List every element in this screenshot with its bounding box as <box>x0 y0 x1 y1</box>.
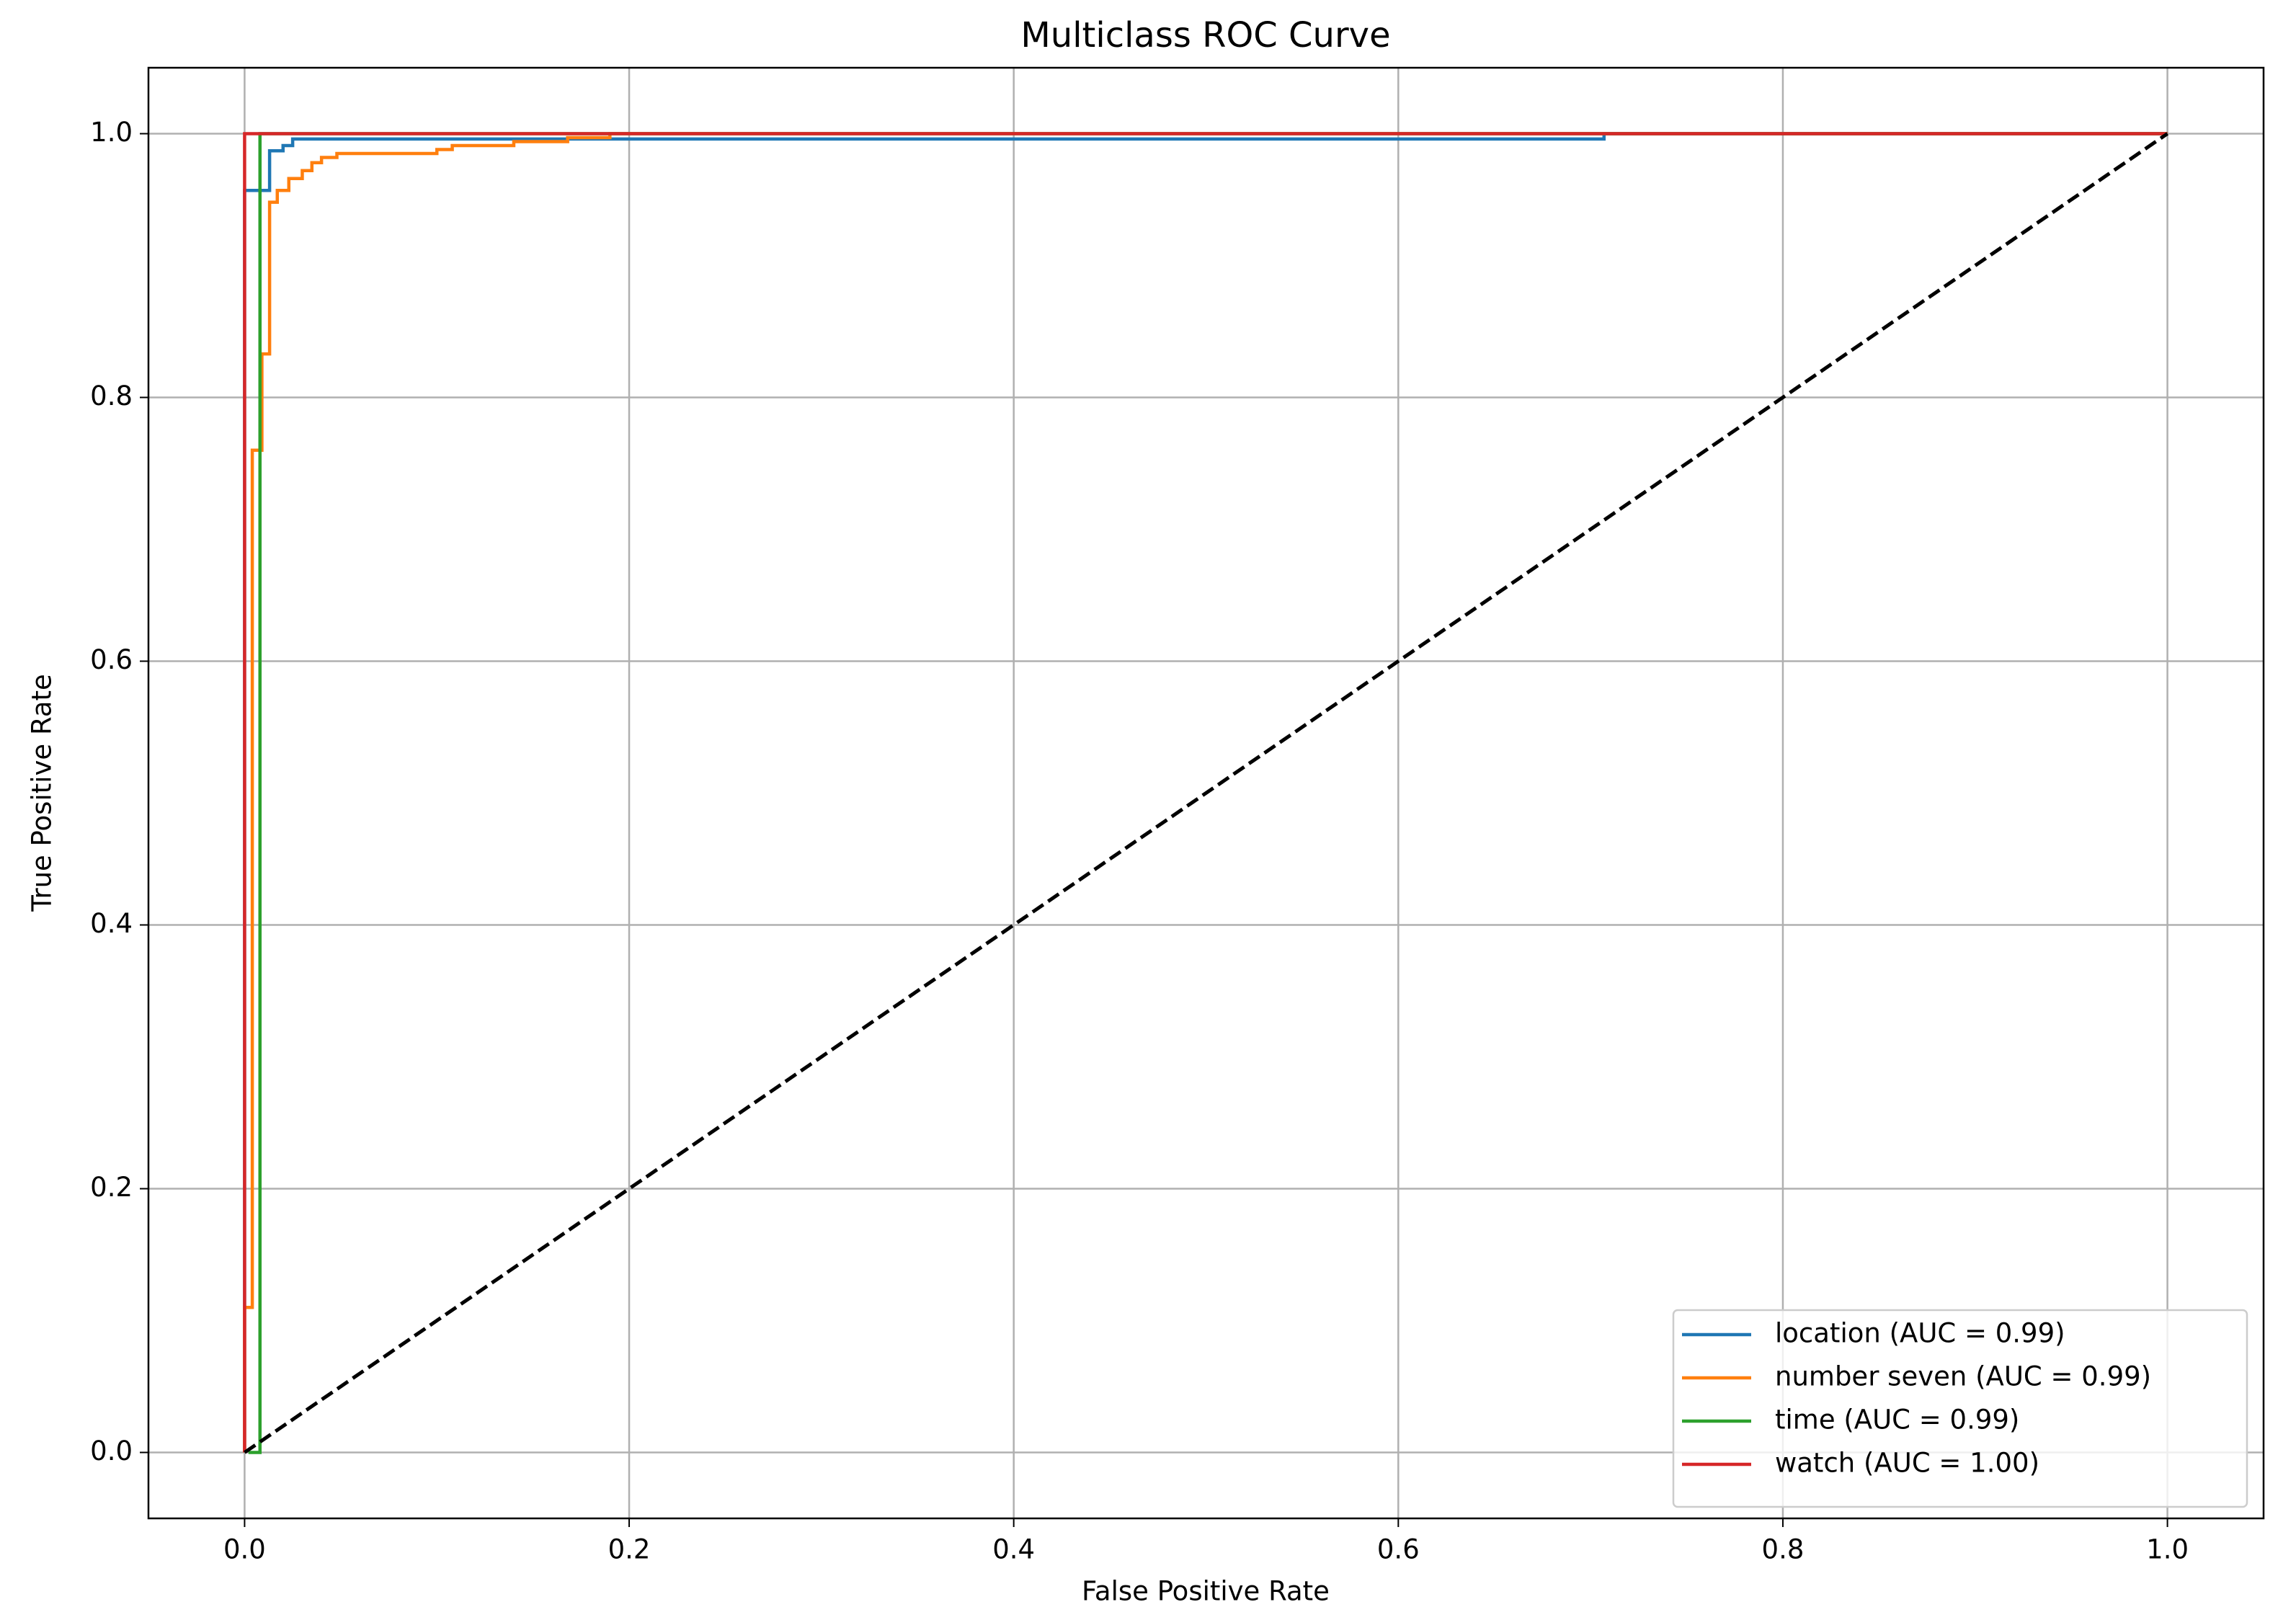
y-axis-label: True Positive Rate <box>27 674 58 912</box>
y-tick-label: 0.8 <box>90 380 133 411</box>
x-tick-label: 0.8 <box>1762 1534 1805 1565</box>
y-tick-label: 0.6 <box>90 644 133 675</box>
y-tick-label: 0.4 <box>90 908 133 939</box>
legend-label: number seven (AUC = 0.99) <box>1775 1361 2151 1392</box>
legend-label: watch (AUC = 1.00) <box>1775 1448 2039 1479</box>
diagonal-line <box>243 132 2169 1454</box>
plot-frame <box>147 66 2265 1520</box>
x-axis-label: False Positive Rate <box>1082 1576 1330 1607</box>
x-tick-label: 0.6 <box>1377 1534 1420 1565</box>
x-tick-label: 1.0 <box>2146 1534 2189 1565</box>
roc-line <box>243 132 2168 1453</box>
roc-line <box>243 132 2168 1453</box>
x-tick-label: 0.0 <box>223 1534 266 1565</box>
x-tick-label: 0.2 <box>608 1534 651 1565</box>
legend-label: time (AUC = 0.99) <box>1775 1405 2019 1436</box>
legend-label: location (AUC = 0.99) <box>1775 1318 2065 1349</box>
x-tick-label: 0.4 <box>992 1534 1035 1565</box>
legend-box <box>1672 1309 2248 1508</box>
y-tick-label: 0.2 <box>90 1172 133 1203</box>
y-tick-label: 1.0 <box>90 117 133 148</box>
y-tick-label: 0.0 <box>90 1436 133 1467</box>
chart-title: Multiclass ROC Curve <box>1020 15 1390 55</box>
